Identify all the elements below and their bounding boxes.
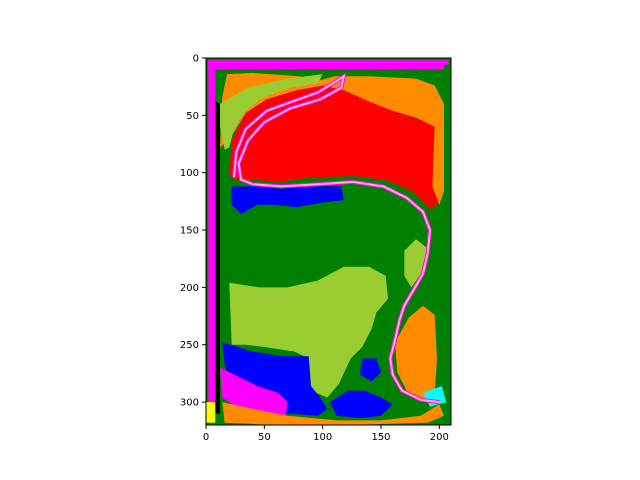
region-yellow-green-4 (229, 266, 388, 398)
axes-frame (205, 57, 452, 426)
x-tick-label-200: 200 (430, 432, 449, 443)
heatmap-image (206, 58, 451, 425)
y-tick-label-300: 300 (180, 398, 199, 409)
region-black-13 (215, 101, 220, 414)
y-tick-label-0: 0 (193, 54, 199, 65)
y-tick-label-250: 250 (180, 340, 199, 351)
region-yellow-green-2 (220, 74, 323, 150)
region-red-0 (229, 85, 443, 210)
y-tick-label-50: 50 (186, 111, 199, 122)
boundary-curve (233, 74, 440, 404)
y-tick-label-150: 150 (180, 226, 199, 237)
region-orange-12 (222, 402, 444, 425)
region-magenta-9 (220, 367, 288, 416)
region-orange-10 (395, 305, 437, 403)
region-orange-1 (220, 72, 444, 205)
x-tick-label-100: 100 (313, 432, 332, 443)
region-blue-8 (360, 358, 381, 382)
x-tick-label-150: 150 (371, 432, 390, 443)
axes: 0 50 100 150 200 0 50 100 150 200 250 300 (180, 54, 452, 443)
region-yellow-green-11 (404, 239, 428, 288)
region-magenta-14 (208, 60, 449, 70)
region-blue-7 (329, 390, 393, 419)
x-tick-label-50: 50 (258, 432, 271, 443)
y-tick-label-100: 100 (180, 168, 199, 179)
region-blue-6 (222, 342, 328, 416)
region-dark-green-16 (444, 64, 451, 421)
y-tick-label-200: 200 (180, 283, 199, 294)
region-blue-5 (231, 186, 344, 214)
region-magenta-15 (208, 60, 216, 403)
x-tick-label-0: 0 (203, 432, 209, 443)
region-yellow-18 (206, 402, 216, 423)
